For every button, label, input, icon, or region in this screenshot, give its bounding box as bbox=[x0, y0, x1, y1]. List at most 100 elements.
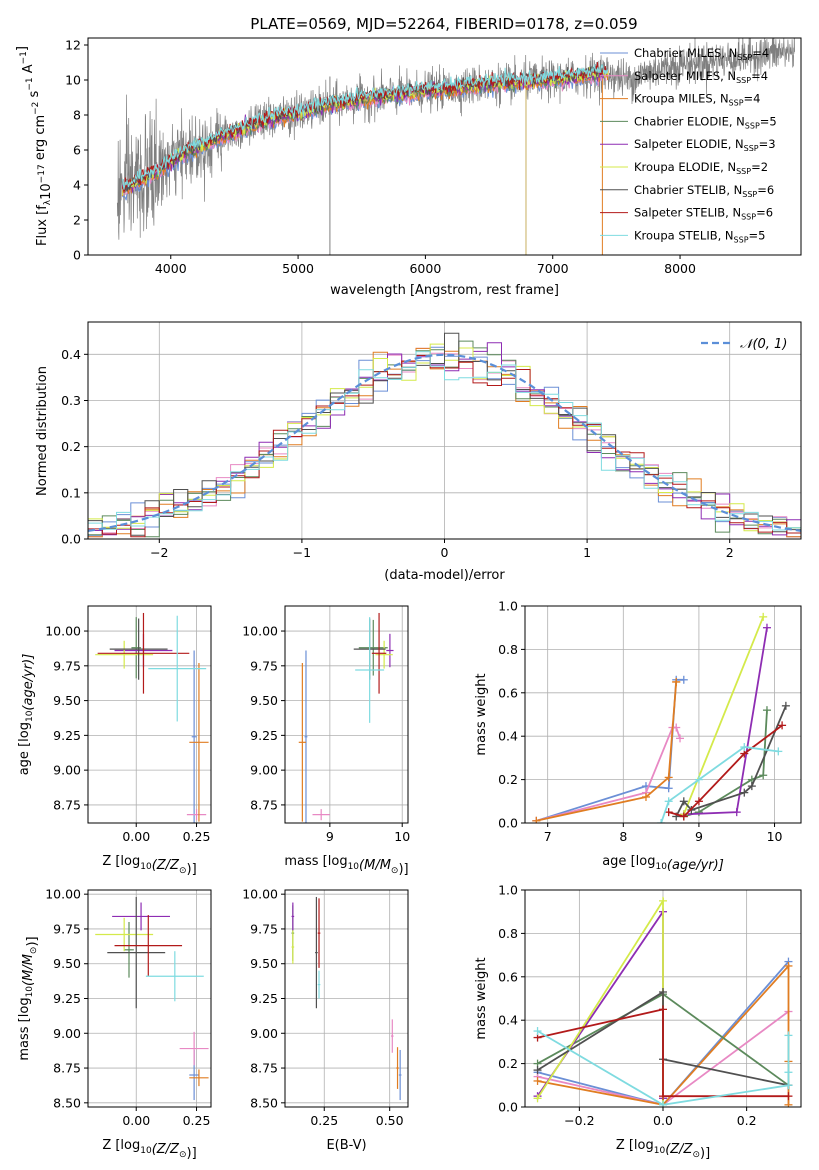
y-tick-label: 0.6 bbox=[498, 969, 518, 984]
y-tick-label: 9.50 bbox=[250, 956, 278, 971]
errorbar-kroupa-miles bbox=[189, 1069, 209, 1087]
y-tick-label: 8.50 bbox=[250, 1095, 278, 1110]
x-axis-label: (data-model)/error bbox=[384, 568, 505, 583]
y-tick-label: 1.0 bbox=[498, 883, 518, 898]
x-tick-label: 0 bbox=[441, 545, 449, 560]
x-axis-label: E(B-V) bbox=[326, 1138, 366, 1153]
legend-entry-kroupa-stelib: Kroupa STELIB, NSSP=5 bbox=[634, 228, 765, 244]
model-spectrum-salpeter-miles bbox=[121, 71, 607, 196]
y-tick-label: 8.75 bbox=[53, 797, 81, 812]
x-tick-label: 6000 bbox=[409, 261, 441, 276]
model-spectrum-chabrier-miles bbox=[121, 72, 604, 201]
y-tick-label: 0.0 bbox=[498, 1100, 518, 1115]
plot-area bbox=[116, 38, 795, 255]
plot-area bbox=[533, 896, 793, 1107]
panel-weight-vs-Z: −0.2 0.0 0.2 0.0 0.2 0.4 0.6 0.8 1.0 Z [log10(Z/Z… bbox=[474, 883, 802, 1161]
x-tick-label: 0.00 bbox=[122, 1113, 150, 1128]
x-axis-label: Z [log10(Z/Z⊙)] bbox=[102, 1138, 196, 1161]
y-tick-label: 0.2 bbox=[498, 1056, 518, 1071]
errorbar-kroupa-elodie bbox=[95, 640, 154, 669]
plot-area bbox=[298, 612, 394, 823]
weight-line-kroupa-stelib bbox=[657, 743, 783, 823]
y-tick-label: 9.50 bbox=[53, 693, 81, 708]
y-tick-label: 0.0 bbox=[61, 532, 81, 547]
errorbar-salpeter-miles bbox=[186, 809, 207, 821]
weight-line-kroupa-elodie bbox=[679, 612, 768, 819]
normal-distribution-curve bbox=[88, 353, 801, 532]
y-tick-label: 9.00 bbox=[53, 763, 81, 778]
errorbar-kroupa-miles bbox=[189, 663, 209, 822]
axes-frame bbox=[524, 605, 802, 824]
y-tick-label: 9.25 bbox=[53, 728, 81, 743]
weight-line-chabrier-stelib bbox=[672, 701, 790, 821]
errorbar-salpeter-miles bbox=[179, 1031, 209, 1066]
errorbar-salpeter-stelib bbox=[371, 612, 387, 694]
errorbar-chabrier-stelib bbox=[315, 896, 318, 1009]
legend-entry-kroupa-miles: Kroupa MILES, NSSP=4 bbox=[634, 92, 760, 108]
x-tick-label: 0.25 bbox=[310, 1113, 338, 1128]
x-tick-label: 8 bbox=[619, 829, 627, 844]
y-tick-label: 0.2 bbox=[498, 772, 518, 787]
x-tick-label: 10 bbox=[394, 829, 410, 844]
y-tick-label: 9.75 bbox=[250, 921, 278, 936]
x-tick-label: 7 bbox=[544, 829, 552, 844]
y-tick-label: 9.00 bbox=[250, 763, 278, 778]
errorbar-salpeter-stelib bbox=[114, 915, 183, 977]
errorbar-chabrier-miles bbox=[398, 1049, 402, 1101]
x-tick-label: −2 bbox=[150, 545, 168, 560]
errorbar-chabrier-stelib bbox=[109, 618, 168, 680]
errorbar-kroupa-elodie bbox=[291, 930, 295, 964]
errorbar-chabrier-stelib bbox=[107, 896, 166, 1009]
residual-histogram-kroupa-stelib bbox=[88, 351, 801, 539]
errorbar-salpeter-miles bbox=[312, 809, 330, 821]
y-tick-label: 8 bbox=[73, 108, 81, 123]
y-axis-label: Flux [fλ10−17 erg cm−2 s−1 A−1] bbox=[15, 46, 54, 246]
x-tick-label: 10 bbox=[767, 829, 783, 844]
y-tick-label: 10 bbox=[65, 73, 81, 88]
legend-entry-salpeter-miles: Salpeter MILES, NSSP=4 bbox=[634, 69, 768, 85]
plot-area bbox=[88, 332, 801, 539]
x-axis-label: age [log10(age/yr)] bbox=[602, 854, 724, 873]
weight-line-salpeter-stelib bbox=[664, 721, 787, 821]
axes-frame bbox=[284, 605, 409, 824]
errorbar-salpeter-stelib bbox=[317, 898, 321, 968]
model-spectrum-salpeter-elodie bbox=[121, 69, 607, 193]
errorbar-kroupa-elodie bbox=[375, 640, 393, 669]
errorbar-kroupa-stelib bbox=[145, 951, 204, 1002]
weight-line-kroupa-stelib bbox=[533, 1027, 793, 1107]
x-tick-label: 0.50 bbox=[376, 1113, 404, 1128]
y-tick-label: 9.75 bbox=[53, 658, 81, 673]
y-axis-label: age [log10(age/yr)] bbox=[17, 654, 36, 776]
legend-entry-normal: 𝒩(0, 1) bbox=[740, 337, 787, 352]
y-tick-label: 10.00 bbox=[45, 887, 81, 902]
y-tick-label: 8.75 bbox=[250, 797, 278, 812]
x-tick-label: 0.0 bbox=[653, 1113, 673, 1128]
errorbar-kroupa-stelib bbox=[317, 970, 321, 999]
x-tick-label: −1 bbox=[293, 545, 311, 560]
errorbar-salpeter-stelib bbox=[97, 612, 190, 694]
x-tick-label: 1 bbox=[583, 545, 591, 560]
observed-spectrum bbox=[116, 38, 795, 240]
x-axis-label: wavelength [Angstrom, rest frame] bbox=[330, 283, 559, 298]
legend-entry-kroupa-elodie: Kroupa ELODIE, NSSP=2 bbox=[634, 160, 768, 176]
y-tick-label: 0.4 bbox=[61, 347, 81, 362]
panel-age-vs-mass: 9 10 8.75 9.00 9.25 9.50 9.75 10.00 mass [log10(… bbox=[242, 605, 410, 877]
y-tick-label: 10.00 bbox=[242, 624, 278, 639]
y-tick-label: 0.0 bbox=[498, 816, 518, 831]
x-axis-label: Z [log10(Z/Z⊙)] bbox=[616, 1138, 710, 1161]
y-tick-label: 9.25 bbox=[53, 991, 81, 1006]
y-tick-label: 0.3 bbox=[61, 393, 81, 408]
legend-entry-salpeter-elodie: Salpeter ELODIE, NSSP=3 bbox=[634, 137, 776, 153]
errorbar-chabrier-elodie bbox=[358, 619, 388, 676]
legend-entry-chabrier-miles: Chabrier MILES, NSSP=4 bbox=[634, 46, 769, 62]
y-tick-label: 9.00 bbox=[250, 1026, 278, 1041]
y-tick-label: 9.00 bbox=[53, 1026, 81, 1041]
panel-age-vs-Z: 0.00 0.25 8.75 9.00 9.25 9.50 9.75 10.00 Z [log1… bbox=[17, 605, 212, 877]
errorbar-chabrier-elodie bbox=[131, 617, 142, 679]
x-tick-label: 2 bbox=[726, 545, 734, 560]
y-tick-label: 9.75 bbox=[53, 921, 81, 936]
errorbar-chabrier-miles bbox=[191, 650, 197, 823]
x-tick-label: 0.00 bbox=[122, 829, 150, 844]
model-spectrum-kroupa-stelib bbox=[121, 63, 609, 190]
